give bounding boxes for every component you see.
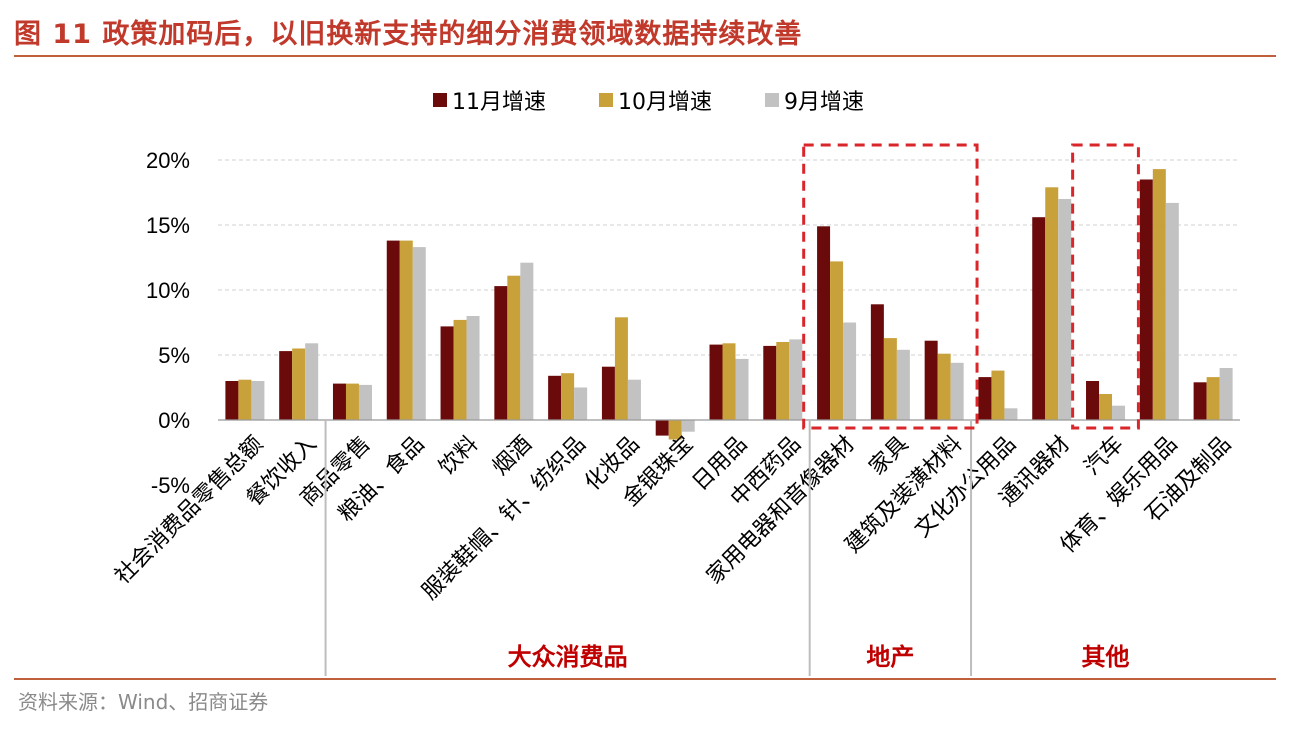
bar	[225, 381, 239, 420]
group-label: 地产	[866, 643, 914, 671]
bar	[1086, 381, 1100, 420]
bar-chart: 20% 15% 10% 5% 0% -5% 社会消费品零售总额餐饮收入商品零售粮油、食品饮…	[110, 90, 1240, 676]
bar	[870, 304, 884, 420]
bar	[1219, 368, 1233, 420]
grid-lines	[218, 159, 1240, 356]
category-label: 饮料	[434, 432, 483, 481]
bar	[1058, 199, 1072, 420]
bar	[1032, 217, 1046, 420]
bar	[440, 326, 454, 420]
bar	[843, 322, 857, 420]
y-axis-ticks: 20% 15% 10% 5% 0% -5%	[146, 148, 190, 498]
bar	[937, 353, 951, 420]
group-label: 大众消费品	[508, 643, 628, 671]
legend-label: 10月增速	[618, 90, 712, 115]
bar	[1165, 202, 1179, 420]
bar	[896, 349, 910, 420]
bar	[1139, 179, 1153, 420]
highlight-box	[1071, 143, 1140, 430]
figure-title: 图 11 政策加码后，以旧换新支持的细分消费领域数据持续改善	[14, 19, 803, 50]
bar	[668, 420, 682, 440]
bar	[453, 319, 467, 420]
bar	[561, 373, 575, 420]
bar	[722, 343, 736, 420]
legend-swatch	[433, 93, 447, 107]
bar	[1045, 187, 1059, 420]
bar	[763, 345, 777, 420]
bar	[950, 362, 964, 420]
category-label: 家具	[865, 432, 914, 481]
bar	[789, 339, 803, 420]
bar	[279, 351, 293, 420]
title-divider	[14, 55, 1276, 57]
legend-label: 9月增速	[784, 90, 864, 115]
bar	[238, 379, 252, 420]
y-tick-label: 5%	[158, 343, 190, 368]
y-tick-label: 0%	[158, 408, 190, 433]
bar	[614, 317, 628, 420]
bar	[709, 344, 723, 420]
bar	[292, 348, 306, 420]
bar	[735, 358, 749, 420]
bar	[466, 316, 480, 420]
bar	[1112, 405, 1126, 420]
bar	[1004, 408, 1018, 420]
bar	[991, 370, 1005, 420]
footer-divider	[14, 678, 1276, 680]
bar	[548, 375, 562, 420]
y-tick-label: -5%	[151, 473, 190, 498]
group-labels: 大众消费品 地产 其他	[508, 643, 1130, 671]
bar	[627, 379, 641, 420]
bar	[345, 383, 359, 420]
legend-label: 11月增速	[452, 90, 546, 115]
bar	[305, 343, 319, 420]
source-note: 资料来源：Wind、招商证券	[18, 690, 269, 714]
y-tick-label: 10%	[146, 278, 190, 303]
bar	[358, 384, 372, 420]
bar	[601, 366, 615, 420]
group-label: 其他	[1082, 643, 1130, 671]
bar	[1099, 394, 1113, 420]
y-tick-label: 20%	[146, 148, 190, 173]
legend-swatch	[765, 93, 779, 107]
legend: 11月增速 10月增速 9月增速	[433, 90, 864, 115]
highlight-box	[802, 143, 979, 430]
bar	[412, 247, 426, 420]
bar	[830, 261, 844, 420]
legend-swatch	[599, 93, 613, 107]
bar	[681, 420, 695, 432]
bar	[332, 383, 346, 420]
bar	[817, 226, 831, 420]
bar	[1206, 377, 1220, 420]
bar	[574, 387, 588, 420]
bar	[883, 338, 897, 420]
bar	[776, 342, 790, 420]
category-label: 烟酒	[488, 432, 537, 481]
category-label: 社会消费品零售总额	[110, 432, 268, 590]
bar	[520, 262, 534, 420]
bar	[507, 275, 521, 420]
bar	[1152, 169, 1166, 420]
bar	[924, 340, 938, 420]
bar	[399, 240, 413, 420]
bar	[655, 420, 669, 436]
bar	[1193, 382, 1207, 420]
bar	[251, 381, 265, 420]
bar	[978, 377, 992, 420]
bar-series	[225, 169, 1233, 440]
y-tick-label: 15%	[146, 213, 190, 238]
group-separators	[324, 420, 973, 676]
bar	[494, 286, 508, 420]
category-label: 汽车	[1080, 432, 1129, 481]
bar	[386, 240, 400, 420]
highlight-boxes	[802, 143, 1140, 430]
